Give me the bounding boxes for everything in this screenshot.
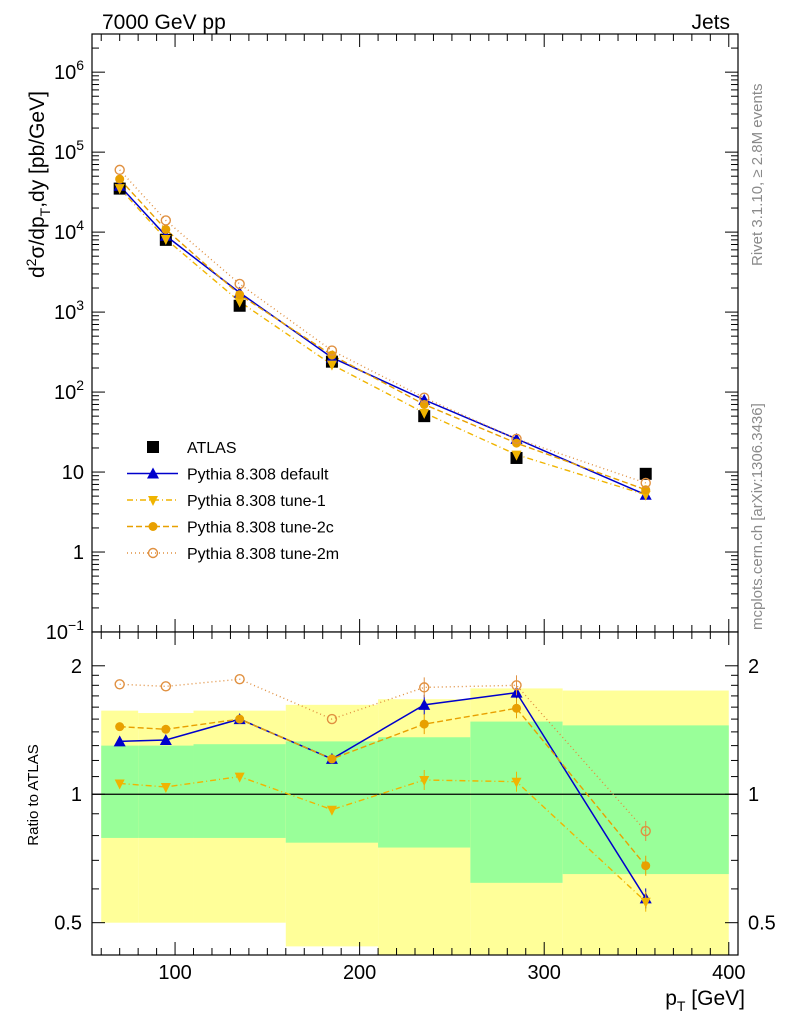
ratio-point-tune2m xyxy=(234,674,245,685)
ratio-point-tune1 xyxy=(419,775,430,786)
ratio-point-tune1 xyxy=(326,805,337,816)
ratio-point-tune2c xyxy=(419,719,429,729)
x-tick-label: 100 xyxy=(158,962,191,984)
uncertainty-band-inner xyxy=(101,745,139,838)
x-tick-label: 200 xyxy=(343,962,376,984)
ratio-point-tune1 xyxy=(160,782,171,793)
ratio-point-tune1 xyxy=(114,779,125,790)
ratio-point-tune1 xyxy=(640,897,651,908)
ratio-point-tune2m xyxy=(160,681,172,692)
rivet-label: Rivet 3.1.10, ≥ 2.8M events xyxy=(749,84,766,267)
uncertainty-band-inner xyxy=(470,721,563,883)
y-tick-label: 102 xyxy=(54,377,84,404)
mcplots-label: mcplots.cern.ch [arXiv:1306.3436] xyxy=(749,403,766,630)
data-point-tune2c xyxy=(235,290,245,300)
legend-label-tune2c: Pythia 8.308 tune-2c xyxy=(187,520,334,537)
main-panel: 10−1 1 10 102 103 104 105 106 xyxy=(46,33,739,644)
y-tick-label: 10 xyxy=(62,462,84,484)
legend-marker-tune2c xyxy=(148,522,158,531)
ratio-y-tick-label-right: 2 xyxy=(748,656,759,678)
data-point-tune1 xyxy=(419,408,430,419)
main-ylabel: d2σ/dpT,dy [pb/GeV] xyxy=(23,91,53,278)
y-tick-label: 104 xyxy=(54,217,84,244)
data-point-tune1 xyxy=(160,235,171,246)
y-tick-label: 103 xyxy=(54,297,84,324)
ratio-point-tune1 xyxy=(234,772,245,783)
data-point-tune1 xyxy=(234,297,245,308)
data-point-tune2c xyxy=(115,174,125,184)
header-left: 7000 GeV pp xyxy=(102,11,226,34)
ratio-panel: 0.5 0.5 1 1 2 2 100 200 300 400 xyxy=(54,631,776,984)
legend-label-tune2m: Pythia 8.308 tune-2m xyxy=(187,546,339,563)
ratio-point-tune2c xyxy=(327,754,337,764)
uncertainty-band-inner xyxy=(562,725,729,875)
ratio-point-default xyxy=(113,735,126,747)
ratio-point-tune2c xyxy=(235,714,245,724)
legend-marker-tune1 xyxy=(148,496,158,506)
ratio-y-tick-label-right: 1 xyxy=(748,784,759,806)
ratio-point-tune2c xyxy=(512,703,522,713)
main-plot-area xyxy=(92,34,738,632)
x-tick-label: 300 xyxy=(528,962,561,984)
ratio-y-tick-label-left: 1 xyxy=(71,784,82,806)
ratio-point-tune2c xyxy=(161,724,171,734)
data-point-tune2m xyxy=(511,433,522,445)
ratio-frame xyxy=(91,631,739,956)
data-point-tune2m xyxy=(114,164,125,176)
y-tick-label: 1 xyxy=(73,542,84,564)
uncertainty-band-inner xyxy=(193,744,286,838)
ratio-point-tune2m xyxy=(326,713,338,725)
ratio-point-tune2m xyxy=(640,825,651,837)
legend-marker-default xyxy=(147,467,159,479)
data-point-atlas xyxy=(639,467,652,480)
data-point-tune2m xyxy=(326,345,338,356)
ratio-line-tune2m xyxy=(119,678,647,832)
ratio-point-tune2m xyxy=(511,680,522,691)
y-tick-label: 105 xyxy=(54,137,84,164)
ratio-point-tune2c xyxy=(641,861,651,871)
legend: ATLAS Pythia 8.308 default Pythia 8.308 tu… xyxy=(127,440,339,563)
ratio-y-tick-label-left: 0.5 xyxy=(54,913,82,935)
y-tick-label: 10−1 xyxy=(46,617,84,644)
ratio-point-tune2m xyxy=(114,679,125,690)
data-point-tune2m xyxy=(640,477,651,489)
ratio-point-tune1 xyxy=(511,777,522,788)
data-point-tune1 xyxy=(511,450,522,461)
header-right: Jets xyxy=(691,11,730,34)
ratio-y-tick-label-left: 2 xyxy=(71,656,82,678)
data-point-tune2m xyxy=(234,278,245,290)
data-point-tune1 xyxy=(114,184,125,195)
legend-label-tune1: Pythia 8.308 tune-1 xyxy=(187,493,326,510)
xlabel: pT [GeV] xyxy=(665,987,745,1014)
data-point-tune2c xyxy=(161,224,171,234)
ratio-y-tick-label-right: 0.5 xyxy=(748,913,776,935)
y-tick-label: 106 xyxy=(54,57,84,84)
legend-marker-atlas xyxy=(147,441,159,453)
x-tick-label: 400 xyxy=(712,962,745,984)
ratio-point-tune2m xyxy=(419,682,430,693)
data-point-tune2m xyxy=(419,392,430,403)
legend-label-default: Pythia 8.308 default xyxy=(187,467,329,484)
ratio-ylabel: Ratio to ATLAS xyxy=(25,744,42,845)
ratio-point-default xyxy=(159,734,172,746)
ratio-point-default xyxy=(418,698,431,710)
legend-marker-tune2m xyxy=(147,547,159,559)
data-point-tune1 xyxy=(326,360,337,371)
legend-label-atlas: ATLAS xyxy=(187,440,237,457)
ratio-point-tune2c xyxy=(115,722,125,732)
uncertainty-band-inner xyxy=(378,737,471,848)
data-point-tune2m xyxy=(160,215,172,226)
